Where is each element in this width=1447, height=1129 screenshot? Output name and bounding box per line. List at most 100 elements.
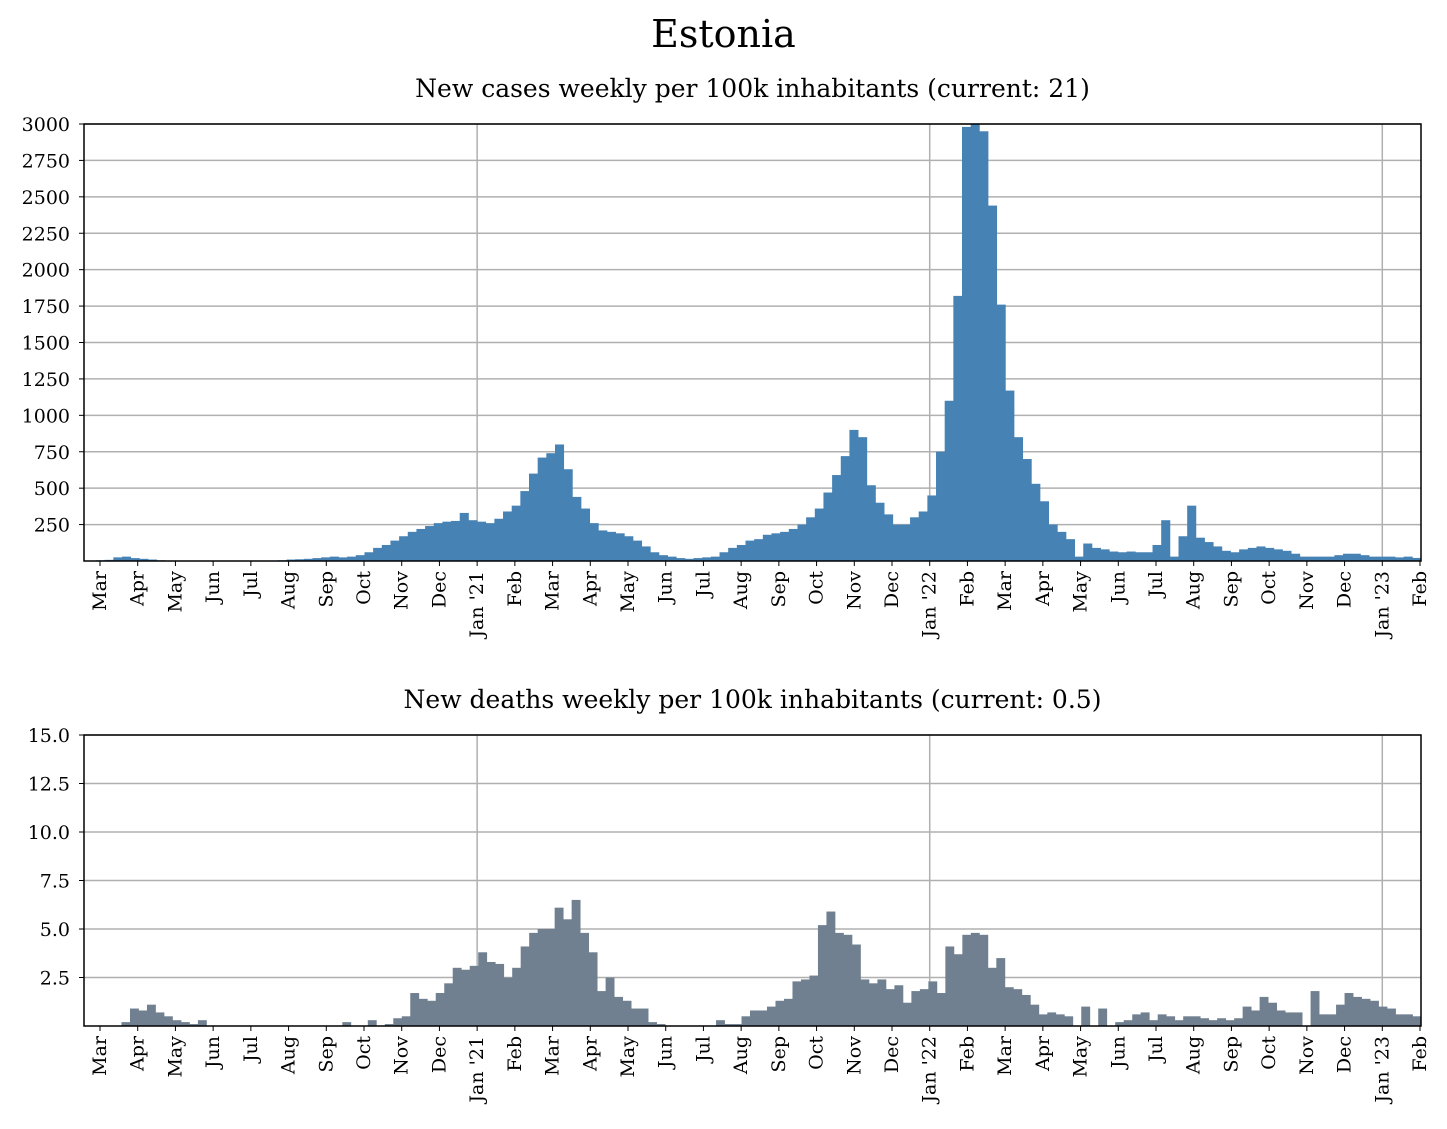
cases-bar (1178, 536, 1188, 561)
cases-x-tick-label: Dec (881, 571, 903, 608)
deaths-x-tick-label: Sep (1220, 1036, 1242, 1072)
deaths-bar (1021, 994, 1031, 1026)
deaths-bar (461, 969, 471, 1026)
deaths-bar (427, 1000, 437, 1026)
cases-x-tick-label: Aug (1183, 571, 1205, 610)
cases-x-tick-label: Jun (202, 571, 224, 605)
cases-bar (901, 524, 911, 561)
cases-bar (1299, 556, 1309, 561)
cases-x-tick-label: Mar (89, 570, 111, 611)
deaths-bar (902, 1002, 912, 1026)
cases-y-tick-label: 1500 (22, 333, 70, 355)
cases-bar (1291, 553, 1301, 561)
deaths-bar (1217, 1018, 1227, 1026)
cases-y-tick-label: 2000 (22, 260, 70, 282)
deaths-bar (656, 1024, 666, 1026)
deaths-x-tick-label: Sep (315, 1036, 337, 1072)
deaths-bar (129, 1008, 139, 1026)
cases-bar (1161, 520, 1171, 561)
cases-bar (1282, 550, 1292, 561)
deaths-bar (495, 963, 505, 1026)
cases-bar (399, 536, 409, 561)
deaths-bar (546, 929, 556, 1026)
deaths-bar (868, 983, 878, 1026)
deaths-bar (1412, 1016, 1422, 1026)
cases-bar (728, 547, 738, 561)
deaths-x-tick-label: Jun (202, 1036, 224, 1070)
deaths-bar (1361, 998, 1371, 1026)
cases-y-tick-label: 2250 (22, 223, 70, 245)
cases-bar (693, 558, 703, 561)
cases-bar (468, 520, 478, 561)
deaths-bar (928, 981, 938, 1026)
cases-x-tick-label: Dec (1334, 571, 1356, 608)
deaths-bar (580, 932, 590, 1026)
cases-bar (814, 508, 824, 561)
deaths-bar (716, 1020, 725, 1026)
deaths-bar (792, 981, 802, 1026)
cases-bar (1343, 553, 1353, 561)
deaths-x-tick-label: Aug (278, 1036, 300, 1075)
deaths-bar (1157, 1014, 1167, 1026)
cases-x-tick-label: Aug (730, 571, 752, 610)
deaths-bar (1259, 996, 1269, 1026)
cases-bar (433, 523, 443, 561)
cases-bar (381, 544, 391, 561)
cases-bar (979, 131, 989, 561)
cases-bar (987, 205, 998, 561)
deaths-bar (401, 1016, 411, 1026)
cases-bar (1057, 531, 1067, 561)
cases-bar (840, 456, 850, 561)
cases-bar (1100, 549, 1110, 561)
deaths-x-tick-label: Jul (692, 1036, 714, 1064)
cases-x-tick-label: Feb (504, 571, 526, 607)
cases-x-tick-label: Jun (1107, 571, 1129, 605)
cases-bar (520, 491, 530, 561)
deaths-bar (834, 932, 844, 1026)
cases-x-tick-label: Feb (956, 571, 978, 607)
deaths-x-tick-label: Jul (240, 1036, 262, 1064)
deaths-bar (1242, 1006, 1252, 1026)
cases-y-tick-label: 3000 (22, 114, 70, 136)
deaths-bar (622, 1000, 632, 1026)
deaths-bar (1327, 1014, 1337, 1026)
cases-bar (884, 514, 894, 561)
deaths-bar (435, 993, 445, 1026)
deaths-bar (163, 1016, 173, 1026)
deaths-x-tick-label: Jul (1145, 1036, 1167, 1064)
cases-bar (849, 429, 859, 561)
cases-bar (312, 558, 322, 561)
deaths-plot-frame (83, 734, 1422, 1027)
cases-bar (1187, 505, 1197, 561)
deaths-bar (936, 993, 946, 1026)
deaths-y-tick-label: 15.0 (28, 725, 70, 747)
deaths-bar (1344, 993, 1354, 1026)
cases-bar (719, 552, 729, 561)
cases-bar (927, 495, 937, 561)
deaths-bar (452, 967, 462, 1026)
deaths-bar (444, 983, 454, 1026)
cases-x-tick-label: Oct (806, 571, 828, 605)
cases-x-tick-label: Jul (240, 571, 262, 599)
cases-x-tick-label: Jul (692, 571, 714, 599)
deaths-chart-title: New deaths weekly per 100k inhabitants (… (403, 685, 1102, 714)
deaths-bar (180, 1022, 190, 1026)
cases-bar (390, 540, 400, 561)
deaths-bar (1115, 1022, 1125, 1026)
cases-bar (996, 304, 1006, 561)
deaths-y-tick-label: 5.0 (40, 919, 70, 941)
cases-bar (771, 533, 781, 561)
deaths-bar (1149, 1020, 1159, 1026)
cases-bar (477, 521, 487, 561)
cases-x-tick-label: Nov (391, 571, 413, 610)
deaths-bar (1208, 1020, 1218, 1026)
deaths-bar (648, 1022, 657, 1026)
cases-x-tick-label: Mar (542, 570, 564, 611)
deaths-bar (1200, 1018, 1210, 1026)
cases-bar (580, 508, 591, 561)
cases-bar (407, 531, 417, 561)
cases-x-tick-label: May (164, 571, 186, 613)
cases-x-tick-label: Oct (1258, 571, 1280, 605)
cases-bar (745, 540, 755, 561)
cases-x-tick-label: May (1070, 571, 1092, 613)
